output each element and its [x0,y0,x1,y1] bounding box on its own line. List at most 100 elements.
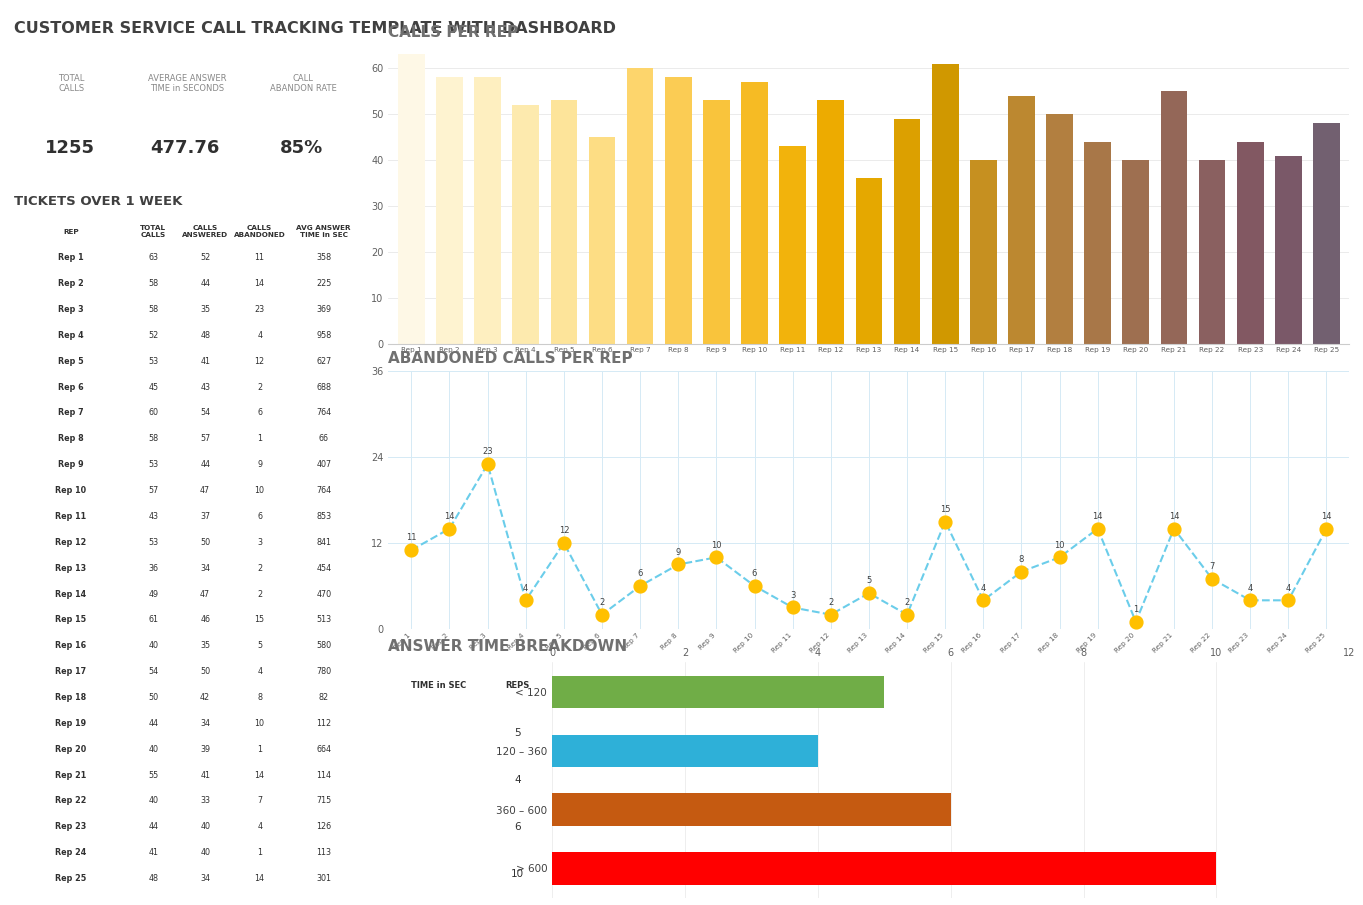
Text: Rep 9: Rep 9 [59,461,83,469]
Text: 4: 4 [258,823,262,832]
Bar [1313,123,1340,344]
Text: 41: 41 [200,770,210,779]
Text: 23: 23 [255,305,264,314]
Text: 14: 14 [1321,512,1332,521]
Text: 43: 43 [200,383,210,392]
Bar [970,160,996,344]
Text: 36: 36 [149,564,158,573]
Text: 53: 53 [149,461,158,469]
Text: 6: 6 [258,408,262,417]
Text: 10: 10 [255,486,264,495]
Text: 477.76: 477.76 [151,139,219,157]
Bar [552,735,818,767]
Text: 34: 34 [200,564,210,573]
Text: 52: 52 [149,331,158,340]
Text: Rep 17: Rep 17 [56,667,86,676]
Bar [1198,160,1225,344]
Text: 44: 44 [200,279,210,288]
Text: 114: 114 [316,770,331,779]
Text: Rep 7: Rep 7 [59,408,83,417]
Text: 40: 40 [149,642,158,650]
Bar [894,119,920,344]
Text: Rep 13: Rep 13 [56,564,86,573]
Text: 4: 4 [258,667,262,676]
Bar [627,68,653,344]
Text: 52: 52 [200,253,210,262]
Text: Rep 25: Rep 25 [56,874,86,883]
Text: Rep 14: Rep 14 [56,589,86,598]
Text: 85%: 85% [279,139,323,157]
Text: Rep 19: Rep 19 [56,719,86,728]
Text: > 600: > 600 [421,869,457,880]
Point [972,593,994,607]
Text: 34: 34 [200,874,210,883]
Text: TOTAL
CALLS: TOTAL CALLS [140,225,166,238]
Text: 53: 53 [149,538,158,547]
Text: 5: 5 [514,728,521,738]
Text: 1255: 1255 [45,139,94,157]
Text: 454: 454 [316,564,331,573]
Text: 1: 1 [1133,605,1138,614]
Text: 6: 6 [752,569,758,578]
Bar [552,794,950,825]
Text: 40: 40 [200,848,210,857]
Text: 23: 23 [483,447,493,456]
Point [1315,521,1337,536]
Point [1124,614,1146,629]
Text: REPS: REPS [506,681,529,691]
Bar [436,78,463,344]
Text: 5: 5 [258,642,262,650]
Point [477,457,499,472]
Text: 37: 37 [200,512,210,521]
Text: Rep 15: Rep 15 [56,615,86,624]
Text: ABANDONED CALLS PER REP: ABANDONED CALLS PER REP [388,351,632,366]
Point [706,550,728,565]
Text: 40: 40 [149,796,158,805]
Text: 54: 54 [200,408,210,417]
Point [1086,521,1108,536]
Text: 688: 688 [316,383,331,392]
Text: Rep 12: Rep 12 [56,538,86,547]
Text: 63: 63 [149,253,158,262]
Text: 14: 14 [1093,512,1103,521]
Text: 369: 369 [316,305,331,314]
Text: Rep 11: Rep 11 [56,512,86,521]
Text: 44: 44 [200,461,210,469]
Text: 54: 54 [149,667,158,676]
Point [401,543,423,557]
Bar [1009,96,1035,344]
Text: 8: 8 [258,693,262,702]
Bar [741,82,767,344]
Text: 10: 10 [711,540,721,549]
Text: 40: 40 [200,823,210,832]
Bar [1161,91,1187,344]
Text: 14: 14 [255,279,264,288]
Text: 1: 1 [258,745,262,754]
Point [439,521,461,536]
Text: Rep 21: Rep 21 [56,770,86,779]
Text: 1: 1 [258,848,262,857]
Text: 627: 627 [316,357,331,366]
Text: 57: 57 [149,486,158,495]
Text: 113: 113 [316,848,331,857]
Text: 48: 48 [200,331,210,340]
Text: 764: 764 [316,486,331,495]
Text: < 120: < 120 [421,728,457,738]
Text: REP: REP [63,229,79,235]
Bar [780,147,806,344]
Text: 358: 358 [316,253,331,262]
Bar [1047,114,1073,344]
Text: 2: 2 [258,564,262,573]
Text: 780: 780 [316,667,331,676]
Point [821,607,842,622]
Bar [1123,160,1149,344]
Text: 57: 57 [200,434,210,443]
Text: 2: 2 [258,383,262,392]
Text: Rep 20: Rep 20 [56,745,86,754]
Text: 46: 46 [200,615,210,624]
Text: 2: 2 [600,598,605,607]
Text: 55: 55 [149,770,158,779]
Text: AVERAGE ANSWER
TIME in SECONDS: AVERAGE ANSWER TIME in SECONDS [149,74,226,93]
Text: 50: 50 [200,667,210,676]
Text: 53: 53 [149,357,158,366]
